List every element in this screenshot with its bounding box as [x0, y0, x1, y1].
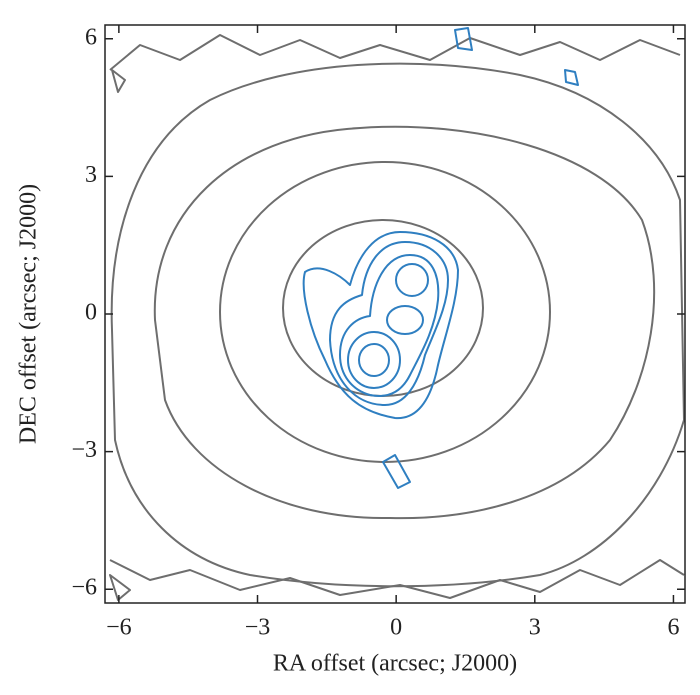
gray-contours [109, 34, 685, 601]
blue-contours [302, 27, 579, 489]
y-tick-label: −3 [71, 437, 97, 463]
contour [153, 125, 656, 520]
y-tick-label: 6 [85, 24, 97, 50]
contour [454, 27, 579, 86]
x-axis-label: RA offset (arcsec; J2000) [273, 651, 517, 677]
y-tick-label: 3 [85, 162, 97, 188]
y-tick-label: −6 [71, 575, 97, 601]
contour [358, 343, 390, 377]
x-tick-label: −3 [245, 615, 271, 641]
contour [302, 231, 459, 420]
x-tick-label: 3 [529, 615, 541, 641]
contour [329, 241, 449, 406]
contour [219, 161, 551, 463]
contour [109, 34, 681, 71]
y-tick-label: 0 [85, 300, 97, 326]
contour [339, 254, 440, 397]
x-tick-label: −6 [106, 615, 132, 641]
contour [109, 559, 685, 599]
contour [386, 305, 424, 335]
contour [347, 331, 401, 389]
contour [382, 454, 411, 489]
x-tick-label: 6 [667, 615, 679, 641]
contour [109, 69, 131, 601]
contour [110, 62, 685, 588]
contour [395, 263, 429, 297]
x-tick-label: 0 [390, 615, 402, 641]
y-axis-label: DEC offset (arcsec; J2000) [16, 184, 42, 444]
